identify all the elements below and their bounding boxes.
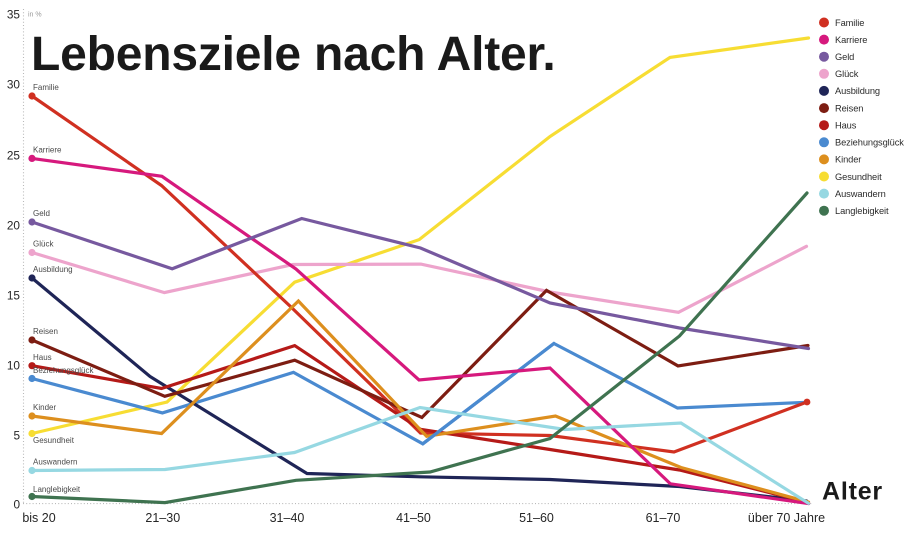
svg-text:21–30: 21–30 (145, 511, 180, 525)
svg-text:Lebensziele nach Alter.: Lebensziele nach Alter. (31, 28, 555, 81)
svg-text:Gesundheit: Gesundheit (835, 172, 882, 182)
svg-text:über 70 Jahre: über 70 Jahre (748, 511, 825, 525)
svg-text:35: 35 (7, 8, 21, 22)
svg-text:Ausbildung: Ausbildung (835, 86, 880, 96)
svg-text:5: 5 (13, 429, 20, 443)
svg-text:Reisen: Reisen (33, 327, 58, 336)
svg-text:in %: in % (28, 12, 42, 19)
svg-text:Karriere: Karriere (33, 146, 62, 155)
svg-text:31–40: 31–40 (270, 511, 305, 525)
svg-text:25: 25 (7, 149, 21, 163)
svg-text:Haus: Haus (33, 353, 52, 362)
svg-text:Langlebigkeit: Langlebigkeit (835, 206, 889, 216)
svg-text:20: 20 (7, 219, 21, 233)
svg-text:Kinder: Kinder (835, 155, 861, 165)
svg-text:30: 30 (7, 78, 21, 92)
svg-text:Auswandern: Auswandern (33, 458, 77, 467)
svg-text:Ausbildung: Ausbildung (33, 265, 73, 274)
svg-text:Alter: Alter (822, 478, 883, 506)
svg-text:Glück: Glück (835, 69, 859, 79)
svg-text:Kinder: Kinder (33, 403, 56, 412)
svg-text:Familie: Familie (835, 18, 864, 28)
svg-text:Beziehungsglück: Beziehungsglück (33, 366, 94, 375)
svg-text:51–60: 51–60 (519, 511, 554, 525)
svg-text:15: 15 (7, 289, 21, 303)
svg-text:Geld: Geld (835, 52, 854, 62)
svg-text:0: 0 (13, 498, 20, 512)
svg-text:Familie: Familie (33, 83, 59, 92)
svg-text:Geld: Geld (33, 209, 50, 218)
svg-text:Reisen: Reisen (835, 103, 863, 113)
svg-text:41–50: 41–50 (396, 511, 431, 525)
svg-text:Gesundheit: Gesundheit (33, 436, 75, 445)
svg-text:Glück: Glück (33, 240, 54, 249)
svg-text:bis 20: bis 20 (22, 511, 55, 525)
svg-text:Beziehungsglück: Beziehungsglück (835, 138, 904, 148)
svg-text:61–70: 61–70 (646, 511, 681, 525)
svg-text:Auswandern: Auswandern (835, 189, 886, 199)
svg-text:Karriere: Karriere (835, 35, 867, 45)
svg-text:10: 10 (7, 359, 21, 373)
svg-text:Langlebigkeit: Langlebigkeit (33, 485, 81, 494)
svg-text:Haus: Haus (835, 121, 857, 131)
